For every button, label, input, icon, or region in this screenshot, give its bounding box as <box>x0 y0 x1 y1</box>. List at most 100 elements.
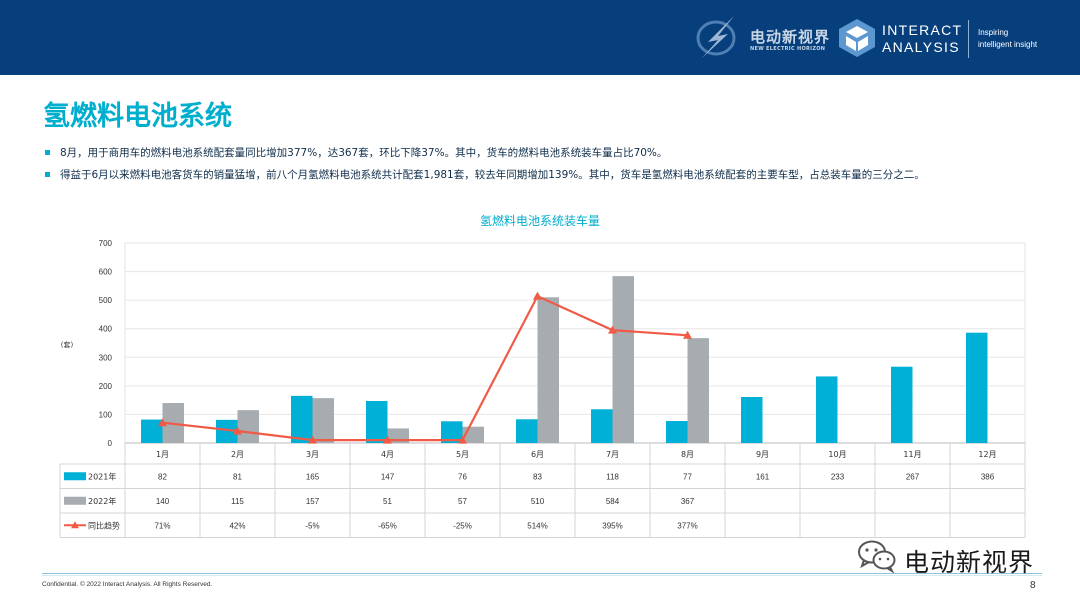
x-tick-label: 11月 <box>903 450 921 459</box>
bar-2021年-5月 <box>441 421 463 443</box>
brand-analysis-text: ANALYSIS <box>882 39 960 55</box>
footer-divider-secondary <box>42 575 1042 576</box>
new-electric-horizon-logo: 电动新视界 NEW ELECTRIC HORIZON <box>694 12 834 62</box>
x-tick-label: 9月 <box>756 450 769 459</box>
table-cell: 81 <box>233 472 242 481</box>
trend-marker <box>683 330 692 339</box>
bar-2022年-3月 <box>312 398 334 443</box>
bar-2021年-7月 <box>591 409 613 443</box>
table-cell: 83 <box>533 472 542 481</box>
tagline-line2: intelligent insight <box>978 40 1038 49</box>
table-cell: 395% <box>602 521 622 530</box>
x-tick-label: 7月 <box>606 450 619 459</box>
brand-en-text: NEW ELECTRIC HORIZON <box>750 46 826 52</box>
trend-marker <box>458 435 467 444</box>
bar-2021年-1月 <box>141 419 163 443</box>
table-cell: 76 <box>458 472 467 481</box>
table-cell: -25% <box>453 521 472 530</box>
x-tick-label: 2月 <box>231 450 244 459</box>
y-tick-label: 600 <box>99 268 113 277</box>
x-tick-label: 3月 <box>306 450 319 459</box>
y-axis-label: (套) <box>61 340 74 349</box>
trend-marker <box>158 418 167 427</box>
bar-2021年-11月 <box>891 366 913 443</box>
x-tick-label: 1月 <box>156 450 169 459</box>
legend-label: 同比趋势 <box>88 520 120 530</box>
bar-2022年-7月 <box>612 276 634 443</box>
bar-2021年-2月 <box>216 419 238 443</box>
bar-2021年-4月 <box>366 401 388 443</box>
lightning-globe-icon <box>696 16 736 58</box>
watermark-text: 电动新视界 <box>904 548 1035 577</box>
table-cell: 140 <box>156 497 170 506</box>
wechat-icon <box>858 540 896 573</box>
trend-marker <box>608 325 617 334</box>
table-cell: 514% <box>527 521 547 530</box>
brand-interact-text: INTERACT <box>882 22 963 38</box>
y-tick-label: 700 <box>99 239 113 248</box>
header-divider <box>968 20 969 58</box>
header-bar <box>0 0 1080 75</box>
trend-marker <box>383 435 392 444</box>
bar-2022年-6月 <box>537 297 559 443</box>
y-tick-label: 200 <box>99 382 113 391</box>
x-tick-label: 5月 <box>456 450 469 459</box>
bullet-square-icon <box>45 149 50 155</box>
bar-2022年-8月 <box>687 338 709 443</box>
brand-cn-text: 电动新视界 <box>750 28 831 46</box>
table-cell: 377% <box>677 521 697 530</box>
bullet-text-1: 8月，用于商用车的燃料电池系统配套量同比增加377%，达367套，环比下降37%… <box>60 147 668 159</box>
bullet-point-1: 8月，用于商用车的燃料电池系统配套量同比增加377%，达367套，环比下降37%… <box>45 145 667 160</box>
y-tick-label: 400 <box>99 325 113 334</box>
table-cell: 165 <box>306 472 320 481</box>
bar-2021年-3月 <box>291 395 313 443</box>
table-cell: 77 <box>683 472 692 481</box>
legend-swatch-2021年 <box>64 472 86 481</box>
legend-label: 2021年 <box>88 471 116 481</box>
legend-label: 2022年 <box>88 496 116 506</box>
footer-copyright: Confidential. © 2022 Interact Analysis. … <box>42 581 213 588</box>
table-cell: -5% <box>305 521 319 530</box>
table-cell: 42% <box>229 521 245 530</box>
y-tick-label: 300 <box>99 353 113 362</box>
trend-marker <box>533 291 542 300</box>
bullet-square-icon <box>45 171 50 177</box>
tagline-line1: Inspiring <box>978 28 1009 37</box>
x-tick-label: 10月 <box>828 450 846 459</box>
y-tick-label: 500 <box>99 296 113 305</box>
trend-marker <box>233 426 242 435</box>
plot-area-frame <box>124 242 1026 444</box>
table-cell: 267 <box>906 472 920 481</box>
table-cell: 71% <box>154 521 170 530</box>
bullet-text-2: 得益于6月以来燃料电池客货车的销量猛增，前八个月氢燃料电池系统共计配套1,981… <box>60 169 925 181</box>
bar-2021年-8月 <box>666 421 688 443</box>
footer-divider <box>42 573 1042 574</box>
y-tick-label: 100 <box>99 410 113 419</box>
table-cell: -65% <box>378 521 397 530</box>
bullet-point-2: 得益于6月以来燃料电池客货车的销量猛增，前八个月氢燃料电池系统共计配套1,981… <box>45 167 925 182</box>
table-cell: 51 <box>383 497 392 506</box>
trend-marker <box>308 435 317 444</box>
bar-2022年-2月 <box>237 410 259 443</box>
table-cell: 584 <box>606 497 620 506</box>
legend-marker <box>71 521 79 529</box>
bar-2021年-9月 <box>741 397 763 443</box>
table-cell: 147 <box>381 472 395 481</box>
x-tick-label: 12月 <box>978 450 996 459</box>
x-tick-label: 4月 <box>381 450 394 459</box>
interact-analysis-logo-icon <box>839 19 875 57</box>
table-cell: 57 <box>458 497 467 506</box>
trend-line <box>162 294 688 442</box>
page-title: 氢燃料电池系统 <box>43 101 232 132</box>
x-tick-label: 8月 <box>681 450 694 459</box>
table-cell: 161 <box>756 472 770 481</box>
bar-2021年-6月 <box>516 419 538 443</box>
table-cell: 233 <box>831 472 845 481</box>
y-tick-label: 0 <box>108 439 113 448</box>
page-number: 8 <box>1030 580 1036 591</box>
table-cell: 510 <box>531 497 545 506</box>
table-cell: 118 <box>606 472 619 481</box>
bar-2021年-10月 <box>816 376 838 443</box>
table-cell: 157 <box>306 497 320 506</box>
